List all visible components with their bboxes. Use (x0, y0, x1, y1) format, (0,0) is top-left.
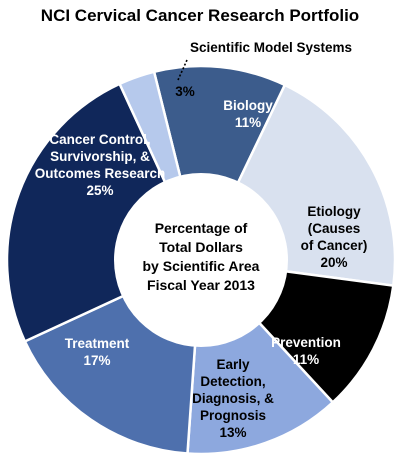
slice-label-prevention: Prevention 11% (271, 335, 341, 367)
slice-value-scientific-model-systems: 3% (175, 84, 195, 99)
slice-label-scientific-model-systems: Scientific Model Systems (190, 40, 352, 55)
slice-label-early-detection-diagnosis-prognosis: Early Detection, Diagnosis, & Prognosis 13% (192, 357, 274, 440)
slice-label-biology: Biology 11% (223, 98, 273, 130)
center-caption: Percentage of Total Dollars by Scientific … (143, 220, 260, 293)
chart-title: NCI Cervical Cancer Research Portfolio (40, 6, 360, 25)
slice-label-etiology-causes-of-cancer: Etiology (Causes of Cancer) 20% (301, 204, 368, 270)
slice-label-treatment: Treatment 17% (65, 336, 130, 368)
donut-hole (114, 173, 288, 347)
slice-biology (152, 64, 287, 264)
slice-label-cancer-control-survivorship-outcomes-research: Cancer Control, Survivorship, & Outcomes R… (35, 132, 166, 198)
